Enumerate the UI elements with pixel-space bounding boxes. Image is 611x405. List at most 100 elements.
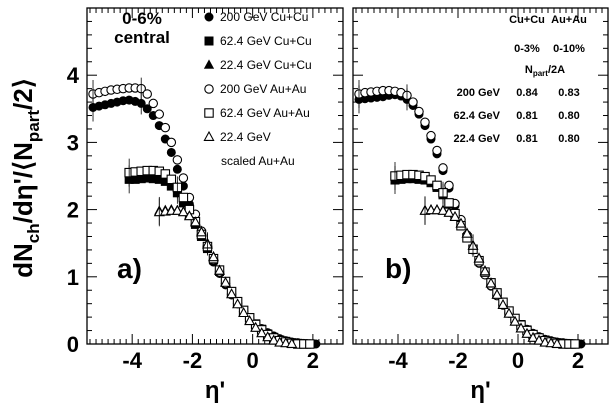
- table-centrality: 0-10%: [553, 43, 585, 55]
- legend-entry: 200 GeV Cu+Cu: [220, 10, 308, 24]
- data-point: [274, 336, 286, 347]
- data-point: [280, 337, 292, 348]
- data-point: [166, 137, 177, 148]
- data-point: [148, 98, 159, 109]
- series: [419, 196, 563, 348]
- data-point: [166, 174, 177, 185]
- data-point: [455, 217, 467, 228]
- legend-entry: 22.4 GeV Cu+Cu: [220, 58, 312, 72]
- data-point: [479, 265, 491, 276]
- legend-marker: [203, 130, 215, 141]
- data-point: [207, 251, 220, 262]
- data-point: [142, 89, 152, 99]
- data-point: [171, 204, 183, 215]
- y-tick-label: 4: [67, 63, 80, 88]
- x-tick-label: -2: [448, 348, 468, 373]
- data-point: [232, 298, 244, 309]
- data-point: [527, 331, 539, 342]
- data-point: [305, 339, 315, 349]
- data-point: [432, 180, 442, 191]
- data-point: [189, 216, 201, 227]
- legend-entry: 62.4 GeV Au+Au: [220, 106, 310, 120]
- data-point: [515, 322, 527, 333]
- table-cell: 0.83: [558, 87, 579, 99]
- data-point: [438, 163, 448, 173]
- x-axis-title: η': [205, 377, 225, 404]
- data-point: [142, 104, 152, 114]
- series: [153, 198, 298, 348]
- y-axis-title: dNch/dη'/⟨Npart/2⟩: [8, 78, 43, 278]
- data-point: [226, 288, 238, 299]
- legend-entry: 200 GeV Au+Au: [220, 82, 306, 96]
- x-axis-title: η': [470, 377, 490, 404]
- data-point: [238, 306, 250, 318]
- panel-label: a): [117, 253, 142, 284]
- data-point: [444, 198, 454, 208]
- data-point: [444, 180, 454, 191]
- data-point: [521, 327, 533, 338]
- table-cell: 200 GeV: [457, 87, 501, 99]
- legend-entry: scaled Au+Au: [221, 154, 295, 168]
- data-point: [183, 210, 195, 221]
- data-point: [160, 122, 171, 133]
- y-tick-label: 3: [67, 130, 79, 155]
- x-tick-label: -4: [122, 348, 142, 373]
- data-point: [497, 298, 509, 309]
- npart-table: Cu+Cu Au+Au 0-3% 0-10% Npart/2A 200 GeV 0.84 0.…: [454, 14, 587, 145]
- data-point: [426, 130, 436, 141]
- table-cell: 0.81: [516, 110, 537, 122]
- table-subheader: Npart/2A: [525, 64, 565, 78]
- data-point: [244, 315, 256, 326]
- data-point: [166, 147, 176, 157]
- ticks: [87, 7, 344, 345]
- data-point: [443, 206, 455, 217]
- x-tick-label: 2: [572, 348, 584, 373]
- ticks: [353, 7, 609, 345]
- series: [88, 92, 321, 349]
- y-tick-label: 0: [67, 332, 79, 357]
- table-cell: 0.80: [558, 133, 579, 145]
- x-tick-label: -4: [388, 348, 408, 373]
- legend-marker: [204, 36, 214, 46]
- plot-frame: [86, 7, 344, 345]
- x-tick-label: -2: [183, 348, 203, 373]
- x-tick-label: 0: [247, 348, 259, 373]
- legend-marker: [204, 84, 214, 94]
- data-point: [503, 307, 515, 318]
- data-point: [570, 339, 580, 349]
- series: [354, 85, 586, 349]
- panel-label: b): [385, 253, 411, 284]
- svg-text:dNch/dη'/⟨Npart/2⟩: dNch/dη'/⟨Npart/2⟩: [8, 78, 43, 278]
- table-cell: 0.81: [516, 133, 537, 145]
- y-tick-label: 2: [67, 198, 79, 223]
- data-point: [485, 277, 497, 288]
- table-cell: 22.4 GeV: [454, 133, 501, 145]
- data-point: [551, 337, 563, 348]
- data-point: [172, 164, 182, 174]
- table-cell: 0.84: [516, 87, 538, 99]
- data-point: [473, 252, 485, 263]
- legend-marker: [203, 59, 215, 69]
- data-point: [408, 97, 418, 107]
- panel-a: -4 -2 0 2 0 1 2 3 4 η' a) 0-6%central 200 GeV Cu+Cu 6…: [67, 7, 344, 404]
- data-point: [262, 331, 274, 342]
- data-point: [286, 337, 298, 348]
- data-point: [172, 155, 183, 165]
- table-centrality: 0-3%: [514, 43, 540, 55]
- data-point: [154, 109, 165, 119]
- plot-frame: [352, 7, 609, 345]
- data-point: [420, 117, 430, 127]
- centrality-label: 0-6%: [122, 9, 162, 28]
- series: [154, 196, 297, 348]
- series: [124, 165, 315, 349]
- data-point: [177, 206, 189, 217]
- centrality-label: central: [114, 28, 170, 47]
- data-point: [437, 204, 449, 215]
- data-point: [256, 327, 268, 338]
- data-point: [178, 173, 189, 183]
- data-point: [491, 288, 503, 299]
- series: [390, 162, 580, 349]
- data-point: [432, 145, 442, 156]
- series: [124, 158, 315, 349]
